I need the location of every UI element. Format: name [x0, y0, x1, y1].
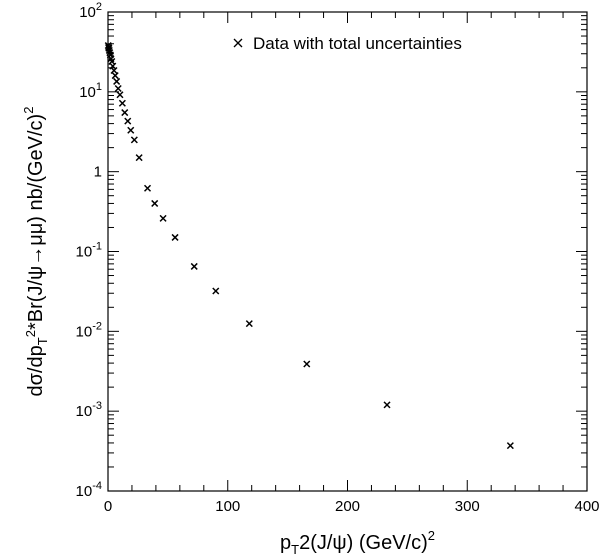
x-tick-label: 100 [215, 498, 240, 515]
x-tick-label: 200 [335, 498, 360, 515]
data-point [143, 184, 152, 192]
y-tick-label: 10-1 [76, 241, 102, 261]
data-point [124, 117, 132, 125]
data-point [303, 360, 311, 368]
data-point [111, 72, 119, 80]
plot-frame [107, 11, 588, 492]
data-point [383, 401, 391, 409]
data-point [116, 91, 124, 99]
data-point [130, 136, 138, 144]
y-axis: 10-4 10-3 10-2 10-1 1 101 102 [76, 1, 587, 500]
x-tick-label: 0 [104, 498, 112, 515]
legend-marker [233, 38, 243, 48]
axis-titles: pT2(J/ψ) (GeV/c)2 dσ/dpT2*Br(J/ψ→μμ) nb/(… [21, 107, 435, 557]
x-axis: 0 100 200 300 400 [104, 12, 600, 515]
data-point [121, 109, 129, 117]
y-axis-title: dσ/dpT2*Br(J/ψ→μμ) nb/(GeV/c)2 [21, 107, 50, 397]
data-point [212, 287, 220, 295]
data-point [114, 84, 122, 93]
plot-border [107, 11, 588, 492]
data-point [127, 126, 135, 134]
y-tick-label: 10-4 [76, 480, 102, 500]
legend-label: Data with total uncertainties [253, 34, 462, 53]
x-axis-title: pT2(J/ψ) (GeV/c)2 [280, 528, 435, 557]
data-point [113, 77, 121, 85]
data-point [135, 154, 143, 162]
data-point [106, 49, 114, 57]
y-tick-label: 10-3 [76, 400, 102, 420]
y-tick-label: 1 [94, 164, 102, 181]
legend: Data with total uncertainties [233, 34, 462, 53]
data-point [110, 66, 118, 75]
y-tick-label: 101 [79, 81, 102, 101]
data-point [190, 262, 198, 270]
x-tick-label: 400 [574, 498, 599, 515]
data-point [118, 99, 126, 107]
data-point [159, 214, 167, 222]
data-point [171, 233, 179, 241]
y-tick-label: 10-2 [76, 320, 102, 340]
data-point [506, 442, 514, 450]
data-point [245, 320, 253, 328]
data-points [104, 42, 514, 450]
y-tick-label: 102 [79, 1, 102, 21]
data-point [151, 199, 159, 207]
x-tick-label: 300 [455, 498, 480, 515]
